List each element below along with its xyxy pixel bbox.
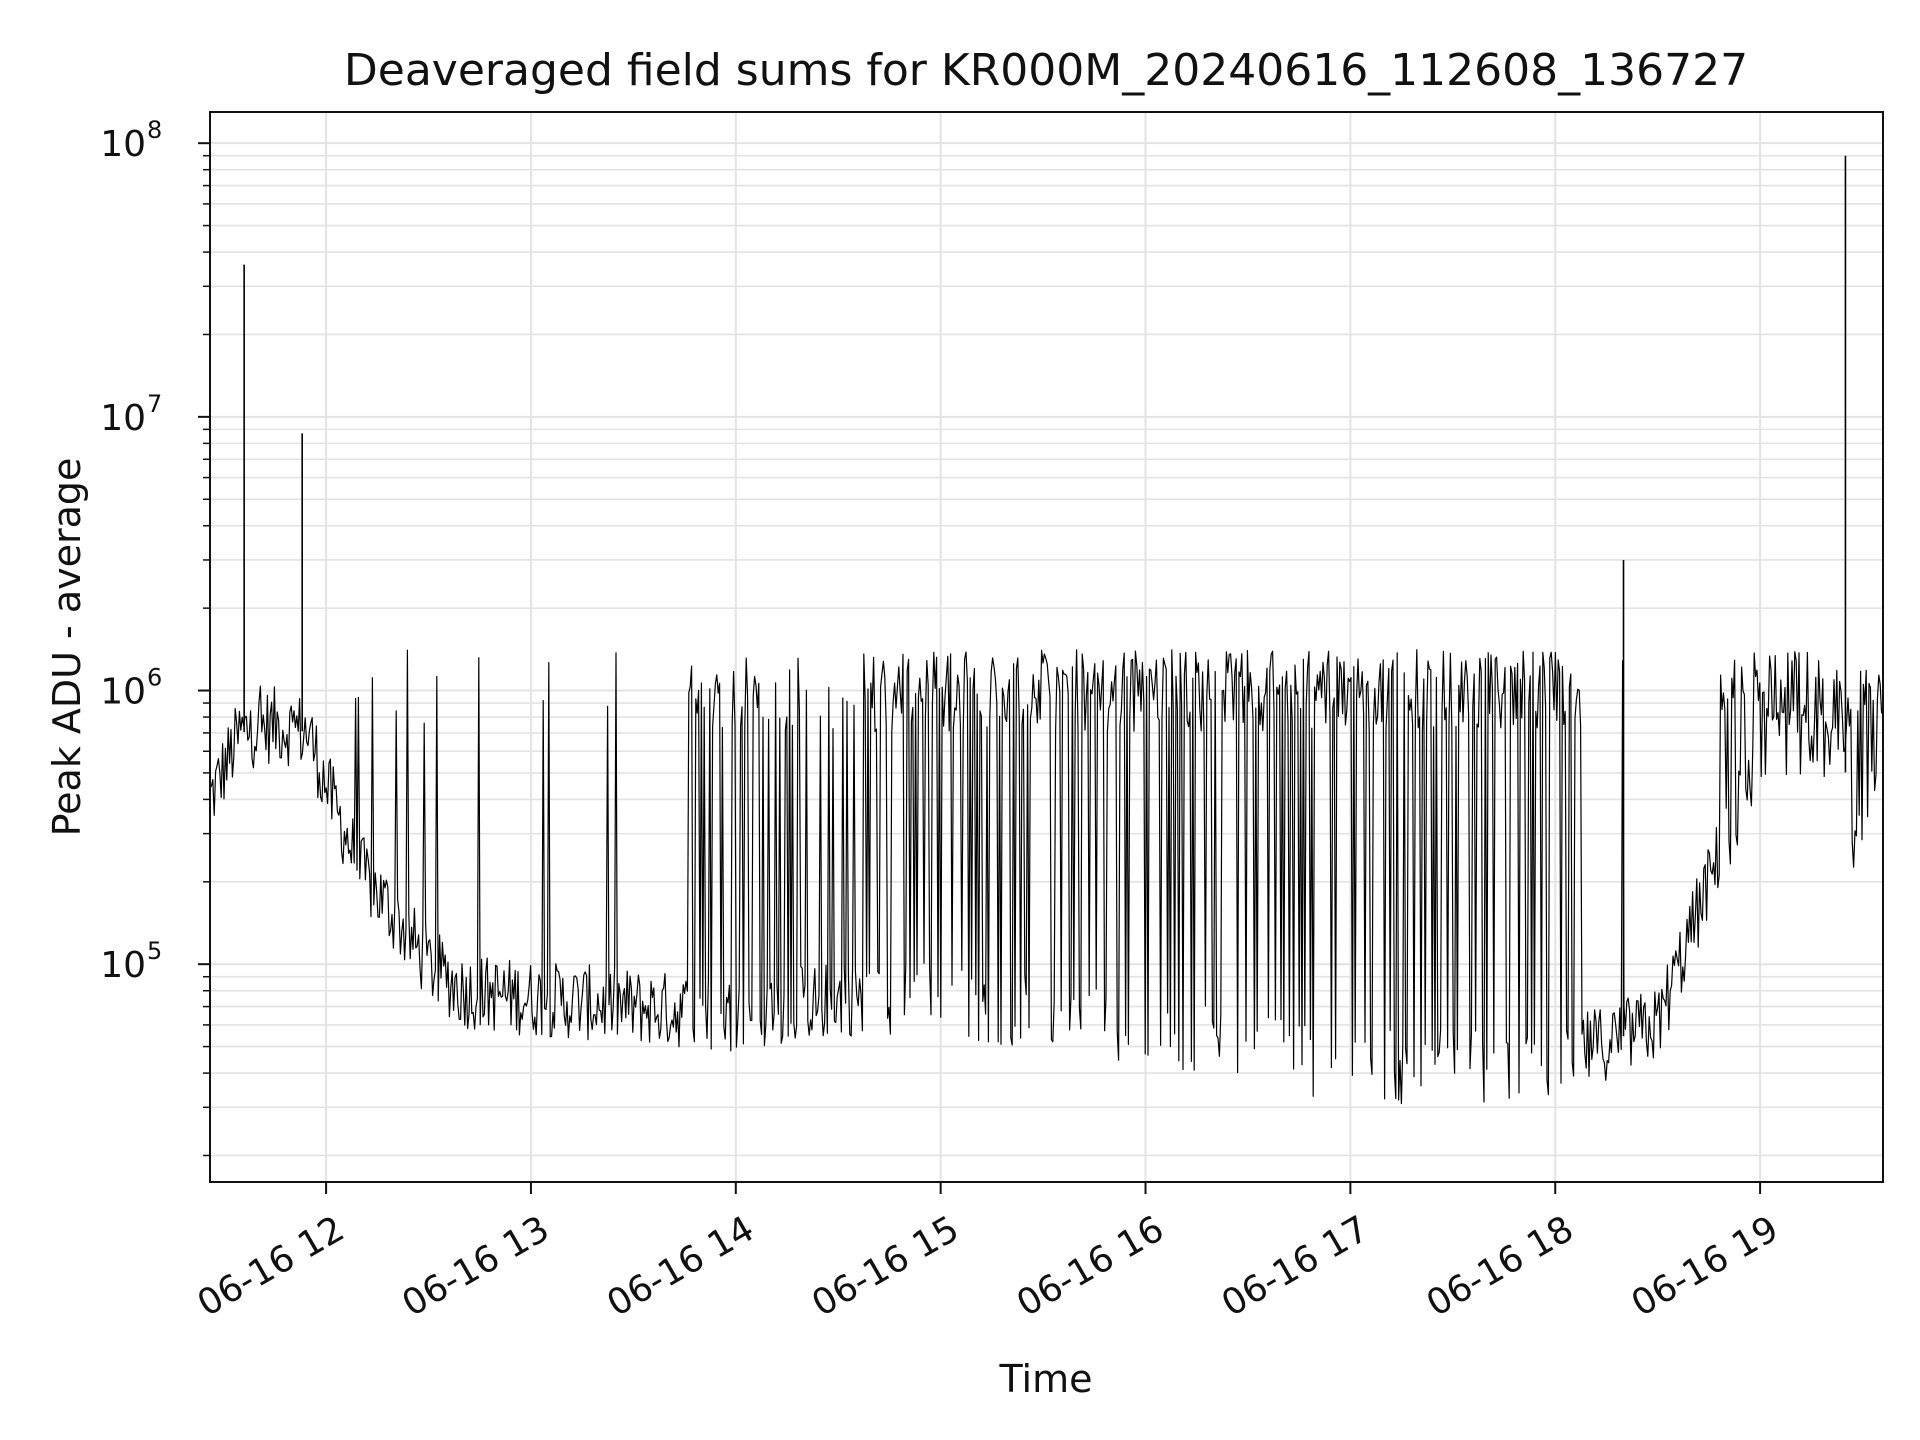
y-tick-exponent: 7 (147, 390, 162, 418)
y-tick-exponent: 8 (147, 116, 162, 144)
y-axis-label: Peak ADU - average (45, 458, 89, 837)
y-tick-label: 10 (100, 398, 146, 439)
y-tick-label: 10 (100, 124, 146, 165)
y-tick-label: 10 (100, 945, 146, 986)
plot-frame (209, 111, 1884, 1183)
data-series (209, 155, 1883, 1105)
series-line (209, 649, 1883, 1105)
y-tick-exponent: 6 (147, 664, 162, 692)
chart-title: Deaveraged field sums for KR000M_2024061… (344, 45, 1748, 96)
y-tick-label: 10 (100, 672, 146, 713)
x-axis-label: Time (999, 1357, 1093, 1401)
y-tick-exponent: 5 (147, 937, 162, 965)
grid (210, 112, 1883, 1182)
